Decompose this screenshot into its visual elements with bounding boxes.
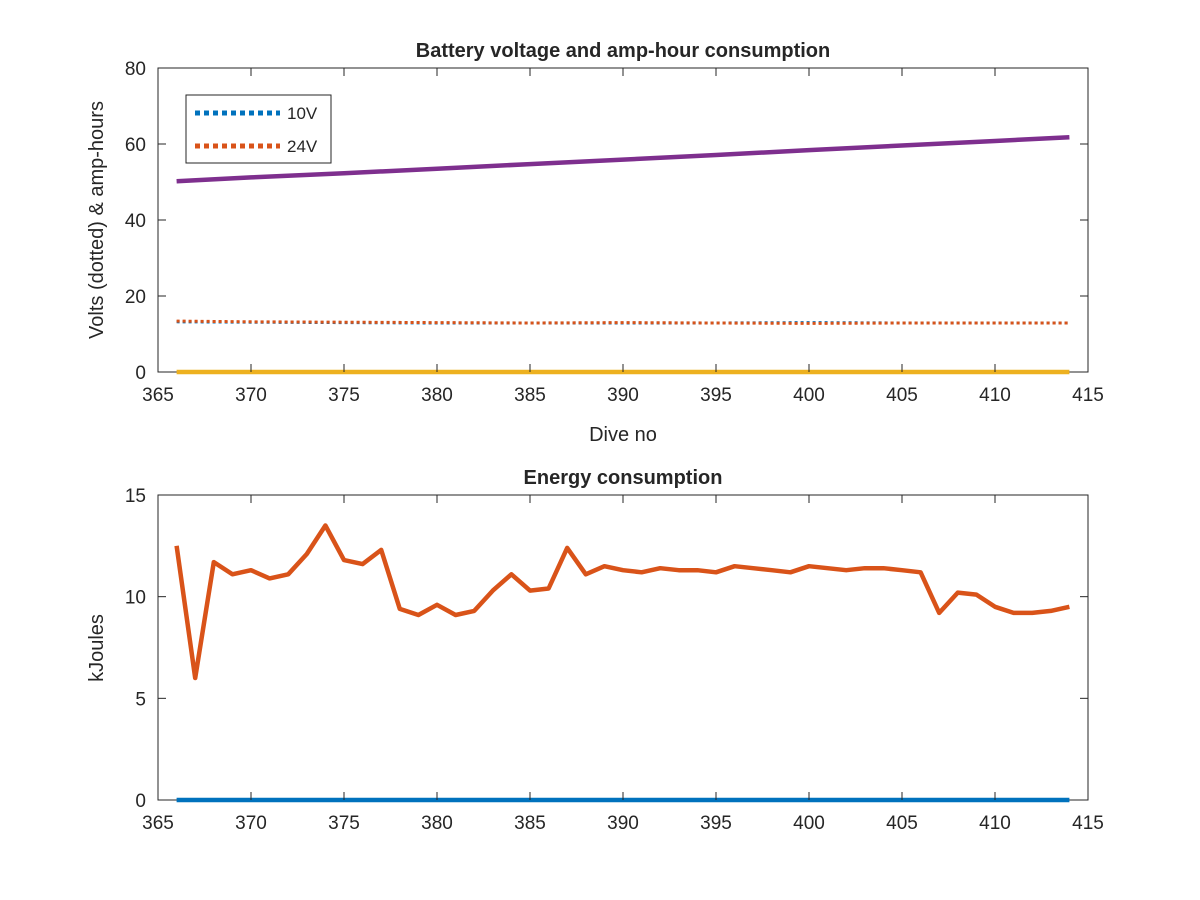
- bottom-x-tick-label: 365: [142, 813, 174, 834]
- top-x-tick-label: 375: [328, 385, 360, 406]
- legend-label-24v: 24V: [287, 137, 318, 156]
- bottom-x-tick-label: 405: [886, 813, 918, 834]
- top-x-tick-label: 385: [514, 385, 546, 406]
- legend-box: [185, 94, 332, 164]
- bottom-x-tick-label: 390: [607, 813, 639, 834]
- bottom-y-tick-label: 0: [135, 791, 146, 812]
- top-series-line-24v: [176, 319, 1070, 325]
- bottom-y-tick-label: 5: [135, 689, 146, 710]
- top-x-tick-label: 415: [1072, 385, 1104, 406]
- top-axes: 365 370 375 380 385 390 395 400 405 410 415 0 20 40 60…: [86, 40, 1104, 446]
- bottom-x-tick-label: 370: [235, 813, 267, 834]
- bottom-x-tick-label: 410: [979, 813, 1011, 834]
- bottom-chart-title: Energy consumption: [524, 467, 723, 489]
- top-x-tick-label: 405: [886, 385, 918, 406]
- bottom-x-tick-label: 375: [328, 813, 360, 834]
- bottom-x-tick-label: 380: [421, 813, 453, 834]
- top-x-tick-label: 380: [421, 385, 453, 406]
- top-series-line-3: [176, 134, 1070, 184]
- top-chart-title: Battery voltage and amp-hour consumption: [416, 40, 830, 62]
- top-x-tick-label: 395: [700, 385, 732, 406]
- top-y-tick-label: 60: [125, 135, 146, 156]
- top-tick-group: 365 370 375 380 385 390 395 400 405 410 415 0 20 40 60…: [125, 59, 1104, 406]
- top-y-axis-label: Volts (dotted) & amp-hours: [86, 101, 108, 339]
- legend-label-10v: 10V: [287, 104, 318, 123]
- bottom-y-tick-label: 10: [125, 588, 146, 609]
- top-x-tick-label: 365: [142, 385, 174, 406]
- top-x-tick-label: 390: [607, 385, 639, 406]
- bottom-y-tick-label: 15: [125, 486, 146, 507]
- legend: 10V 24V: [185, 94, 332, 164]
- bottom-axes: 365 370 375 380 385 390 395 400 405 410 415051015 …: [86, 467, 1104, 834]
- bottom-y-axis-label: kJoules: [86, 614, 108, 682]
- top-y-tick-label: 0: [135, 363, 146, 384]
- top-y-tick-label: 20: [125, 287, 146, 308]
- bottom-plot-area: [157, 494, 1089, 801]
- bottom-x-tick-label: 385: [514, 813, 546, 834]
- top-x-tick-label: 370: [235, 385, 267, 406]
- top-x-tick-label: 400: [793, 385, 825, 406]
- bottom-x-tick-label: 400: [793, 813, 825, 834]
- top-x-axis-label: Dive no: [589, 424, 657, 446]
- top-x-tick-label: 410: [979, 385, 1011, 406]
- bottom-x-tick-label: 395: [700, 813, 732, 834]
- bottom-series-line-1: [174, 523, 1070, 681]
- top-y-tick-label: 80: [125, 59, 146, 80]
- top-y-tick-label: 40: [125, 211, 146, 232]
- bottom-tick-group: 365 370 375 380 385 390 395 400 405 410 415 0 5 10 15: [125, 486, 1104, 834]
- bottom-x-tick-label: 415: [1072, 813, 1104, 834]
